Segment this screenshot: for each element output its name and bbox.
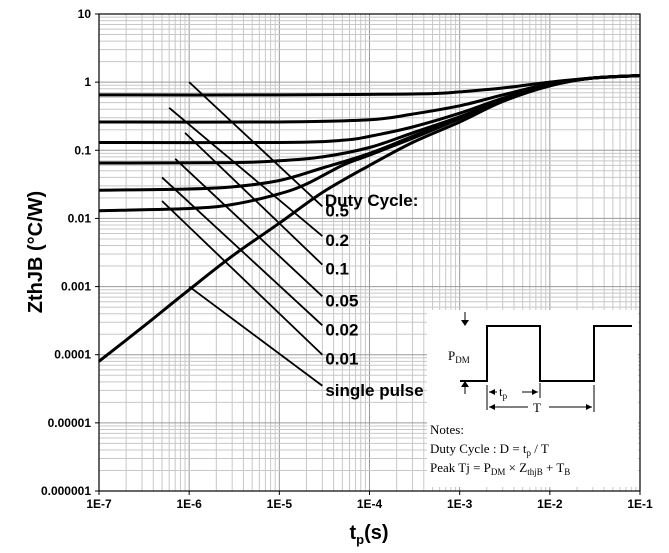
x-tick-label: 1E-3 xyxy=(447,497,473,511)
pdm-label: PDM xyxy=(448,348,470,365)
duty-labels: Duty Cycle:0.5 0.2 0.1 0.05 0.02 0.01 single p… xyxy=(325,191,424,400)
duty-label-single-pulse: single pulse xyxy=(325,381,423,400)
pointer-line-single-pulse xyxy=(188,285,323,387)
period-arrow-right-head xyxy=(586,404,592,410)
tp-label: tp xyxy=(499,384,508,401)
pointer-line-0.05 xyxy=(174,158,323,297)
duty-formula: Duty Cycle : D = tp / T xyxy=(430,441,549,458)
duty-label-0.01: 0.01 xyxy=(325,350,358,369)
pointer-line-0.02 xyxy=(161,176,323,326)
tp-arrow-head xyxy=(489,389,495,395)
y-tick-label: 0.01 xyxy=(68,211,92,225)
y-tick-label: 0.000001 xyxy=(41,484,91,498)
y-tick-label: 0.001 xyxy=(61,280,91,294)
duty-label-0.5: 0.5 xyxy=(325,201,349,220)
period-label: T xyxy=(533,400,541,415)
x-axis-title: tp(s) xyxy=(349,522,388,547)
duty-label-0.2: 0.2 xyxy=(325,231,349,250)
x-tick-label: 1E-7 xyxy=(86,497,112,511)
period-arrow-left-head xyxy=(489,404,495,410)
y-tick-labels: 10 1 0.1 0.01 0.001 0.0001 0.00001 0.000001 xyxy=(41,7,99,498)
pdm-arrow-bottom-head xyxy=(461,381,469,387)
x-tick-labels: 1E-7 1E-6 1E-5 1E-4 1E-3 1E-2 1E-1 xyxy=(86,491,653,511)
x-tick-label: 1E-6 xyxy=(176,497,202,511)
x-tick-label: 1E-5 xyxy=(267,497,293,511)
y-tick-label: 10 xyxy=(78,7,92,21)
series-line-single-pulse xyxy=(98,74,641,363)
series-lines xyxy=(98,74,641,363)
duty-cycle-title: Duty Cycle: xyxy=(325,191,419,210)
pointer-line-0.01 xyxy=(161,200,323,356)
duty-label-0.05: 0.05 xyxy=(325,291,358,310)
duty-label-0.02: 0.02 xyxy=(325,320,358,339)
x-tick-label: 1E-2 xyxy=(537,497,563,511)
x-tick-label: 1E-1 xyxy=(627,497,653,511)
y-tick-label: 1 xyxy=(84,75,91,89)
notes-box-frame xyxy=(427,310,638,487)
x-tick-label: 1E-4 xyxy=(357,497,383,511)
peak-formula: Peak Tj = PDM × ZthjB + TB xyxy=(430,460,570,477)
y-tick-label: 0.1 xyxy=(74,143,91,157)
pulse-waveform xyxy=(460,325,632,382)
y-tick-label: 0.00001 xyxy=(48,416,92,430)
duty-label-0.1: 0.1 xyxy=(325,260,349,279)
pointer-line-0.2 xyxy=(168,107,323,237)
pdm-arrow-top-head xyxy=(461,320,469,326)
y-axis-title: ZthJB (°C/W) xyxy=(25,191,47,313)
tp-arrow-right-head xyxy=(532,389,538,395)
y-tick-label: 0.0001 xyxy=(54,348,91,362)
notes-box: PDM tp T Notes: Duty Cycle : D = tp / T … xyxy=(427,310,638,487)
notes-title: Notes: xyxy=(430,422,464,437)
